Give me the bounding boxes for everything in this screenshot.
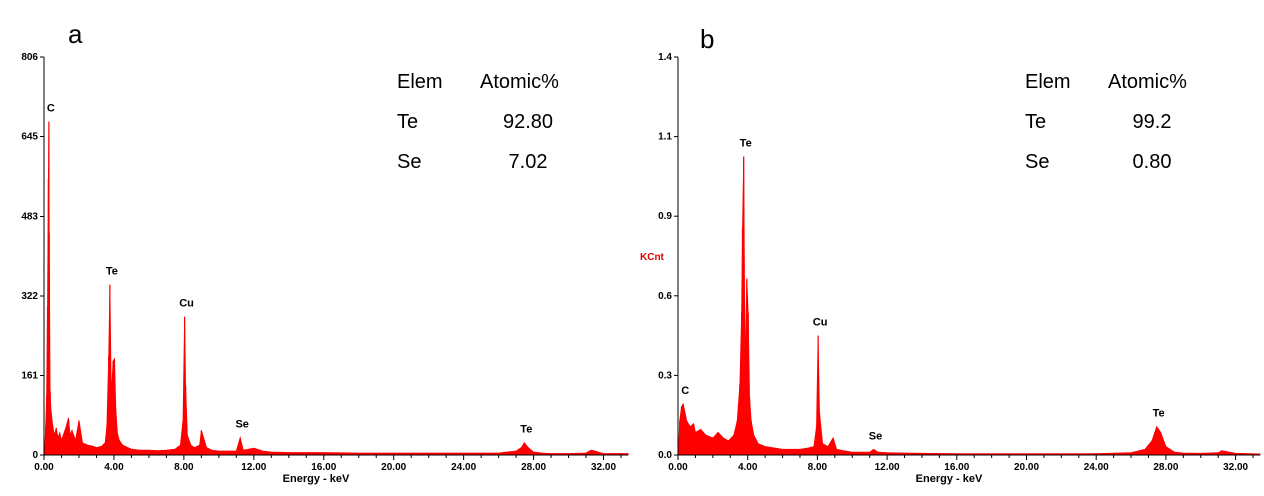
panel-a-x-tick-label: 28.00 [521,462,546,473]
panel-a-peak-label-se: Se [235,419,248,431]
panel-a-x-tick-label: 32.00 [591,462,616,473]
panel-b-peak-label-se: Se [869,430,882,442]
panel-b-table-elem-te: Te [1025,111,1046,133]
panel-b-x-tick-label: 32.00 [1223,462,1248,473]
panel-b-x-tick-label: 24.00 [1084,462,1109,473]
panel-b-x-tick-label: 20.00 [1014,462,1039,473]
panel-a-table-elem-te: Te [397,111,418,133]
panel-a-x-tick-label: 12.00 [241,462,266,473]
panel-a-y-tick-label: 483 [21,211,38,222]
panel-b-peak-label-te: Te [1153,408,1165,420]
panel-a-table-elem-se: Se [397,151,421,173]
panel-b-y-tick-label: 0.9 [658,211,672,222]
panel-a-x-tick-label: 4.00 [104,462,124,473]
panel-a-x-tick-label: 20.00 [381,462,406,473]
panel-a-series-0 [44,121,629,456]
panel-a-peak-label-cu: Cu [179,298,194,310]
panel-a-table-header-atomic: Atomic% [480,71,559,93]
panel-b-y-tick-label: 0.0 [658,450,672,461]
eds-panel-a: 0 161 322 483 645 806 0.00 4.00 8.00 12.00 16.00 20… [21,19,629,485]
panel-a-table-value-se: 7.02 [509,151,548,173]
panel-b-table-value-te: 99.2 [1133,111,1172,133]
panel-a-x-tick-label: 24.00 [451,462,476,473]
panel-a-x-tick-label: 16.00 [311,462,336,473]
panel-a-table-value-te: 92.80 [503,111,553,133]
panel-b-peak-label-cu: Cu [813,317,828,329]
panel-b-y-tick-label: 0.6 [658,291,672,302]
panel-b-spectrum-area [678,156,1261,456]
spectrum-chart-b: 0.0 0.3 0.6 0.9 1.1 1.4 0.00 4.00 8.00 12.00 16.00… [640,24,1261,485]
panel-b-table-elem-se: Se [1025,151,1049,173]
panel-a-x-tick-label: 8.00 [174,462,194,473]
panel-a-y-tick-label: 806 [21,52,38,63]
panel-a-y-tick-label: 645 [21,132,38,143]
panel-b-x-axis-label: Energy - keV [916,473,983,485]
panel-b-letter: b [700,24,714,54]
panel-b-y-axis-label: KCnt [640,252,665,263]
panel-b-x-tick-label: 28.00 [1153,462,1178,473]
panel-b-x-tick-label: 8.00 [808,462,828,473]
panel-a-y-tick-label: 322 [21,291,38,302]
panel-a-y-tick-label: 0 [32,450,38,461]
panel-b-x-tick-label: 4.00 [738,462,758,473]
panel-b-table-value-se: 0.80 [1133,151,1172,173]
panel-b-table-header-elem: Elem [1025,71,1071,93]
spectrum-chart-a: 0 161 322 483 645 806 0.00 4.00 8.00 12.00 16.00 20… [21,19,629,485]
panel-a-peak-label-c: C [47,103,55,115]
panel-b-x-tick-label: 12.00 [875,462,900,473]
panel-b-y-tick-label: 1.1 [658,132,672,143]
eds-panel-b: 0.0 0.3 0.6 0.9 1.1 1.4 0.00 4.00 8.00 12.00 16.00… [632,0,1264,496]
panel-a-x-axis-label: Energy - keV [283,473,350,485]
panel-b-y-tick-label: 0.3 [658,370,672,381]
panel-b-x-tick-label: 0.00 [668,462,688,473]
panel-b-series-0 [678,156,1261,456]
panel-b-x-tick-label: 16.00 [944,462,969,473]
panel-a-letter: a [68,19,83,49]
panel-a-table-header-elem: Elem [397,71,443,93]
panel-a-peak-label-te: Te [106,266,118,278]
panel-a-peak-label-te: Te [520,424,532,436]
panel-a-x-tick-label: 0.00 [34,462,54,473]
panel-b-table-header-atomic: Atomic% [1108,71,1187,93]
panel-a-y-tick-label: 161 [21,370,38,381]
panel-b-peak-label-c: C [681,385,689,397]
panel-b-y-tick-label: 1.4 [658,52,672,63]
panel-b-peak-label-te: Te [740,138,752,150]
